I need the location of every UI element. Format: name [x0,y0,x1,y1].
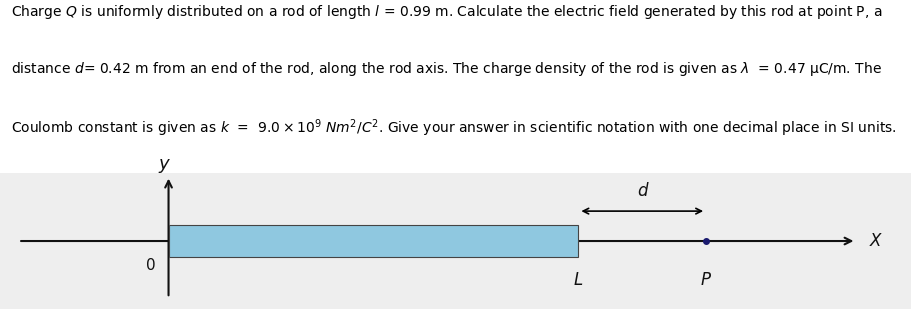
Text: y: y [159,155,169,173]
Bar [0,173,911,309]
Text: P: P [701,271,711,289]
Text: X: X [870,232,881,250]
Text: 0: 0 [146,258,155,273]
Text: Coulomb constant is given as $k$  =  $9.0\times10^9$ $Nm^2/C^2$. Give your answe: Coulomb constant is given as $k$ = $9.0\… [11,117,896,139]
Bar [169,225,578,257]
Text: L: L [574,271,583,289]
Text: distance $d$= 0.42 m from an end of the rod, along the rod axis. The charge dens: distance $d$= 0.42 m from an end of the … [11,60,882,78]
Text: d: d [637,182,648,200]
Text: Charge $Q$ is uniformly distributed on a rod of length $l$ = 0.99 m. Calculate t: Charge $Q$ is uniformly distributed on a… [11,3,883,21]
